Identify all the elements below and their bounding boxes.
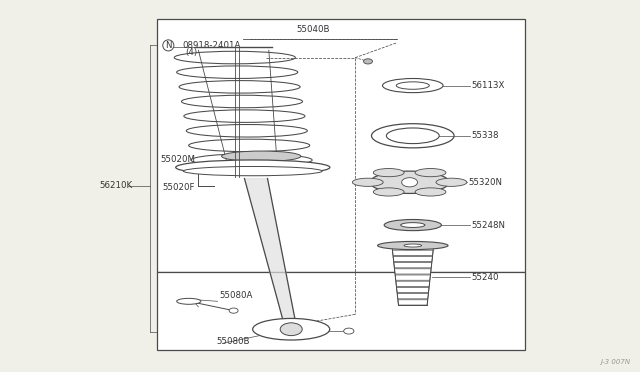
Text: 56210K: 56210K (99, 182, 132, 190)
Polygon shape (396, 281, 430, 286)
Ellipse shape (384, 219, 442, 231)
Polygon shape (397, 294, 428, 299)
Bar (157, 19, 525, 272)
Polygon shape (392, 250, 433, 256)
Text: N: N (165, 41, 172, 50)
Ellipse shape (177, 298, 201, 304)
Text: (4): (4) (186, 48, 198, 57)
Ellipse shape (373, 188, 404, 196)
Ellipse shape (378, 241, 448, 250)
Ellipse shape (387, 128, 439, 144)
Ellipse shape (404, 244, 422, 247)
Text: 55338: 55338 (472, 131, 499, 140)
Circle shape (402, 178, 417, 187)
Ellipse shape (353, 178, 383, 186)
Circle shape (344, 328, 354, 334)
Ellipse shape (401, 222, 425, 227)
Polygon shape (394, 263, 432, 268)
Ellipse shape (370, 171, 449, 193)
Text: 08918-2401A: 08918-2401A (182, 41, 241, 50)
Polygon shape (244, 179, 297, 329)
Polygon shape (397, 287, 429, 293)
Polygon shape (398, 300, 428, 305)
Ellipse shape (253, 318, 330, 340)
Text: 55020F: 55020F (163, 183, 195, 192)
Text: 55080A: 55080A (220, 291, 253, 300)
Circle shape (229, 308, 238, 313)
Bar (157, 272, 525, 350)
Ellipse shape (415, 169, 446, 177)
Text: J-3 007N: J-3 007N (600, 359, 630, 365)
Ellipse shape (415, 188, 446, 196)
Ellipse shape (383, 78, 443, 93)
Polygon shape (393, 256, 433, 262)
Text: 55020M: 55020M (160, 155, 195, 164)
Ellipse shape (396, 82, 429, 89)
Text: 56113X: 56113X (472, 81, 505, 90)
Text: 55248N: 55248N (472, 221, 506, 230)
Text: 55240: 55240 (472, 273, 499, 282)
Ellipse shape (221, 151, 301, 161)
Text: 55040B: 55040B (297, 25, 330, 34)
Text: 55080B: 55080B (217, 337, 250, 346)
Ellipse shape (436, 178, 467, 186)
Ellipse shape (184, 166, 322, 176)
Circle shape (280, 323, 302, 336)
Circle shape (364, 59, 372, 64)
Ellipse shape (373, 169, 404, 177)
Ellipse shape (176, 160, 330, 175)
Polygon shape (394, 269, 431, 274)
Text: 55320N: 55320N (468, 178, 502, 187)
Polygon shape (395, 275, 431, 280)
